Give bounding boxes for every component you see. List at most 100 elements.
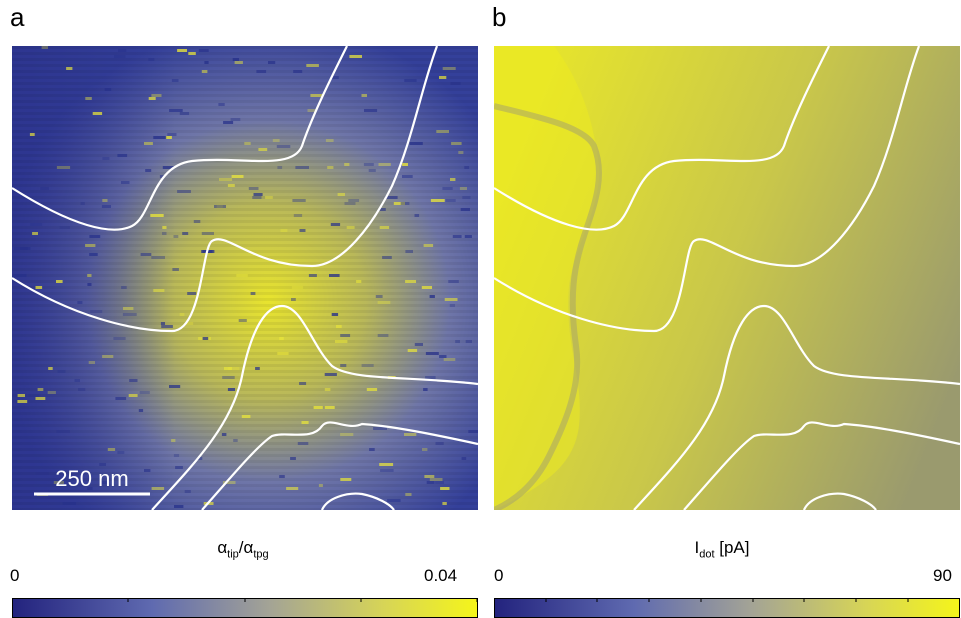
speckle xyxy=(162,166,175,169)
speckle xyxy=(324,406,335,409)
speckle xyxy=(435,442,444,445)
speckle xyxy=(123,307,134,310)
speckle xyxy=(310,94,324,97)
speckle xyxy=(102,199,108,202)
speckle xyxy=(115,397,127,400)
speckle xyxy=(366,388,378,391)
speckle xyxy=(364,109,378,112)
speckle xyxy=(193,220,201,223)
speckle xyxy=(448,280,459,283)
speckle xyxy=(129,379,138,382)
speckle xyxy=(56,166,71,169)
speckle xyxy=(445,199,456,202)
speckle xyxy=(426,481,435,484)
speckle xyxy=(118,49,127,52)
speckle xyxy=(286,487,299,490)
speckle xyxy=(361,94,367,97)
speckle xyxy=(248,187,259,190)
speckle xyxy=(87,274,92,277)
speckle xyxy=(308,274,317,277)
speckle xyxy=(92,112,103,115)
speckle xyxy=(424,475,435,478)
speckle xyxy=(465,340,472,343)
speckle xyxy=(443,358,456,361)
speckle xyxy=(377,301,391,304)
speckle xyxy=(436,130,449,133)
speckle xyxy=(40,187,49,190)
speckle xyxy=(145,169,152,172)
speckle xyxy=(177,49,187,52)
speckle xyxy=(464,166,470,169)
speckle xyxy=(291,298,296,301)
speckle xyxy=(387,499,401,502)
speckle xyxy=(173,235,179,238)
speckle xyxy=(32,232,38,235)
speckle xyxy=(393,202,405,205)
speckle xyxy=(449,304,455,307)
speckle xyxy=(380,469,394,472)
speckle xyxy=(232,58,239,61)
speckle xyxy=(379,208,386,211)
panel-b-gate-outlines xyxy=(494,46,960,510)
speckle xyxy=(35,286,43,289)
speckle xyxy=(276,145,291,148)
speckle xyxy=(464,235,472,238)
speckle xyxy=(35,397,46,400)
speckle xyxy=(349,55,362,58)
speckle xyxy=(451,142,462,145)
speckle xyxy=(117,451,125,454)
speckle xyxy=(405,493,412,496)
speckle xyxy=(59,226,70,229)
speckle xyxy=(88,361,95,364)
colorbar-b-min: 0 xyxy=(494,566,504,585)
speckle xyxy=(368,169,376,172)
speckle xyxy=(89,235,101,238)
speckle xyxy=(114,55,126,58)
speckle xyxy=(107,448,116,451)
speckle xyxy=(48,367,53,370)
speckle xyxy=(99,481,108,484)
speckle xyxy=(363,163,374,166)
speckle xyxy=(171,439,176,442)
speckle xyxy=(295,166,309,169)
speckle xyxy=(204,61,209,64)
speckle xyxy=(234,61,243,64)
panel-b-map xyxy=(494,46,960,510)
speckle xyxy=(299,382,307,385)
speckle xyxy=(218,103,225,106)
speckle xyxy=(238,319,247,322)
speckle xyxy=(139,391,150,394)
speckle xyxy=(439,76,447,79)
speckle xyxy=(452,235,462,238)
speckle xyxy=(236,274,248,277)
speckle xyxy=(331,313,339,316)
speckle xyxy=(101,205,111,208)
speckle xyxy=(230,118,241,121)
speckle xyxy=(429,478,443,481)
speckle xyxy=(202,337,209,340)
speckle xyxy=(402,175,413,178)
speckle xyxy=(252,196,266,199)
speckle xyxy=(241,415,251,418)
speckle xyxy=(279,475,285,478)
speckle xyxy=(461,457,467,460)
speckle xyxy=(324,388,331,391)
speckle xyxy=(373,427,387,430)
speckle xyxy=(460,208,470,211)
speckle xyxy=(277,352,289,355)
speckle xyxy=(422,448,428,451)
speckle xyxy=(214,205,226,208)
speckle xyxy=(77,301,83,304)
speckle xyxy=(379,463,394,466)
speckle xyxy=(89,253,98,256)
speckle xyxy=(375,295,383,298)
speckle xyxy=(291,286,303,289)
speckle xyxy=(201,232,214,235)
speckle xyxy=(318,484,323,487)
speckle xyxy=(113,337,126,340)
speckle xyxy=(425,352,439,355)
speckle xyxy=(90,310,103,313)
speckle xyxy=(184,490,191,493)
speckle xyxy=(253,193,263,196)
speckle xyxy=(87,283,92,286)
